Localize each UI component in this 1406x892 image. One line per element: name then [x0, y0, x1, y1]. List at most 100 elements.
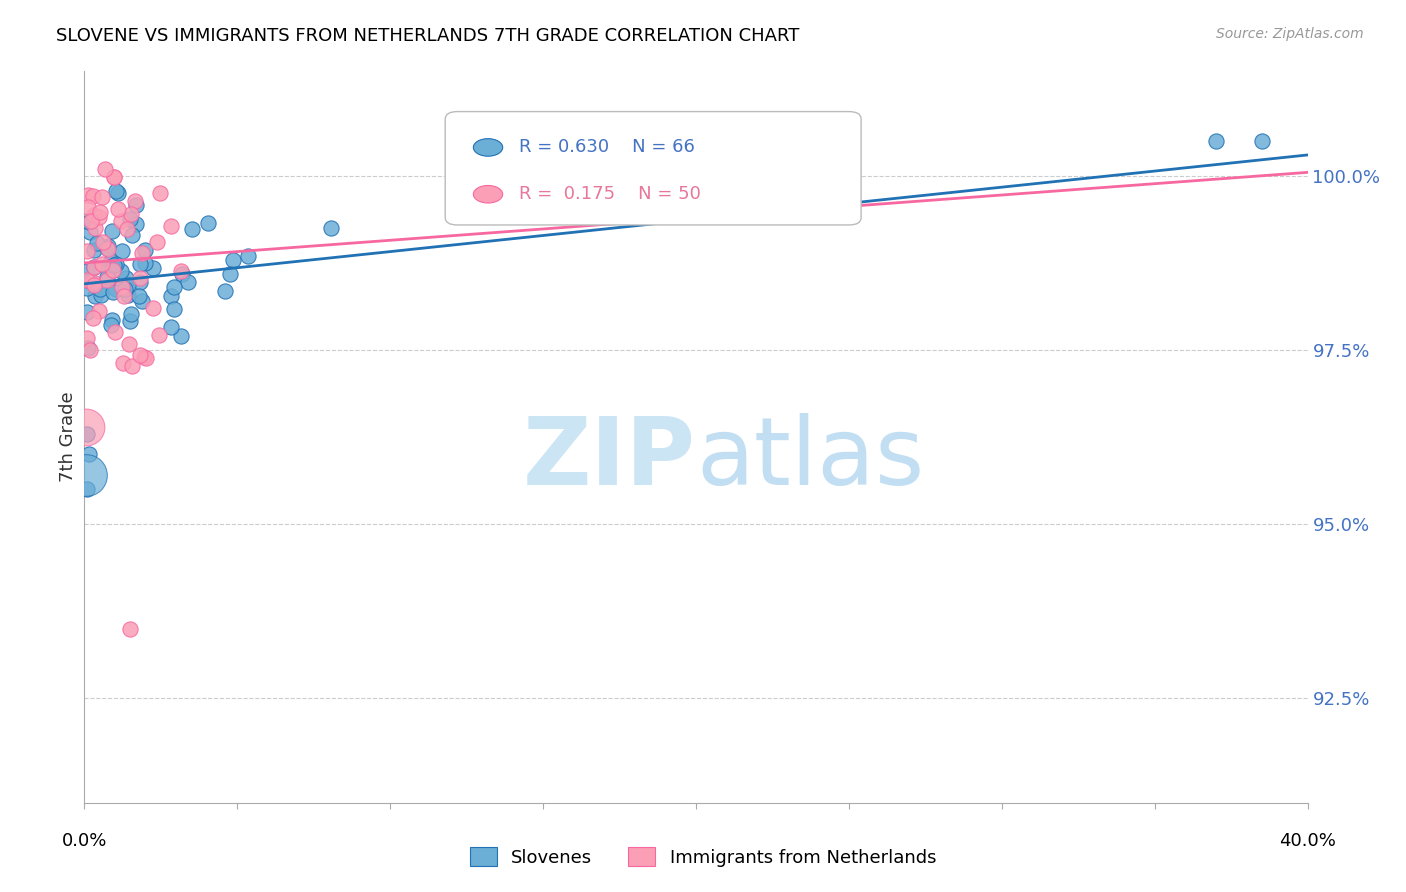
Point	[77, 200, 100, 214]
Point	[90, 258, 112, 272]
Point	[76, 426, 98, 441]
Point	[1250, 134, 1272, 148]
Point	[105, 282, 128, 296]
Point	[103, 169, 125, 184]
Point	[121, 359, 143, 373]
Point	[76, 272, 98, 286]
Point	[118, 211, 141, 226]
Text: 0.0%: 0.0%	[62, 832, 107, 850]
FancyBboxPatch shape	[446, 112, 860, 225]
Point	[120, 207, 142, 221]
Point	[79, 215, 101, 229]
Point	[83, 244, 105, 258]
Point	[77, 448, 100, 462]
Point	[685, 134, 707, 148]
Point	[163, 302, 186, 317]
Text: ZIP: ZIP	[523, 413, 696, 505]
Point	[82, 310, 104, 325]
Point	[159, 289, 181, 303]
Point	[76, 483, 98, 497]
Point	[83, 260, 105, 275]
Point	[114, 282, 136, 296]
Point	[319, 220, 342, 235]
Point	[128, 289, 150, 303]
Point	[76, 264, 98, 278]
Point	[77, 341, 100, 355]
Point	[115, 222, 138, 236]
Point	[104, 257, 127, 271]
Y-axis label: 7th Grade: 7th Grade	[59, 392, 77, 483]
Point	[89, 303, 111, 318]
Point	[76, 305, 98, 319]
Point	[104, 184, 127, 198]
Point	[89, 283, 111, 297]
Point	[124, 194, 146, 208]
Legend: Slovenes, Immigrants from Netherlands: Slovenes, Immigrants from Netherlands	[463, 840, 943, 874]
Point	[96, 269, 118, 284]
Point	[101, 313, 124, 327]
Text: Source: ZipAtlas.com: Source: ZipAtlas.com	[1216, 27, 1364, 41]
Point	[112, 289, 135, 303]
Point	[103, 263, 125, 277]
Point	[79, 274, 101, 288]
Point	[76, 244, 98, 259]
Point	[97, 260, 120, 274]
Point	[100, 254, 122, 268]
Point	[100, 318, 122, 332]
Point	[134, 244, 156, 258]
Point	[131, 294, 153, 309]
Text: SLOVENE VS IMMIGRANTS FROM NETHERLANDS 7TH GRADE CORRELATION CHART: SLOVENE VS IMMIGRANTS FROM NETHERLANDS 7…	[56, 27, 800, 45]
Point	[135, 351, 157, 366]
Point	[93, 161, 115, 176]
Point	[83, 260, 105, 275]
Point	[148, 327, 170, 342]
Point	[132, 350, 155, 364]
Point	[129, 348, 152, 362]
Point	[76, 331, 98, 345]
Point	[129, 257, 152, 271]
Point	[107, 202, 129, 217]
Point	[84, 220, 107, 235]
Point	[238, 249, 260, 263]
Point	[160, 219, 183, 234]
Point	[77, 188, 100, 202]
Point	[97, 238, 120, 252]
Point	[111, 279, 134, 293]
Point	[170, 328, 193, 343]
Circle shape	[474, 138, 503, 156]
Point	[181, 222, 204, 236]
Point	[124, 198, 146, 212]
Point	[117, 288, 139, 302]
Point	[120, 314, 142, 328]
Point	[111, 356, 134, 370]
Text: 40.0%: 40.0%	[1279, 832, 1336, 850]
Point	[90, 288, 112, 302]
Point	[104, 325, 127, 339]
Point	[134, 256, 156, 270]
Point	[82, 189, 104, 203]
Point	[84, 289, 107, 303]
Point	[75, 419, 97, 434]
Point	[1205, 134, 1227, 148]
Point	[120, 622, 142, 636]
Point	[103, 259, 125, 273]
Point	[83, 208, 105, 222]
Point	[103, 169, 125, 184]
Point	[177, 276, 200, 290]
Point	[118, 337, 141, 351]
Point	[103, 285, 125, 300]
Point	[86, 236, 108, 251]
Point	[82, 275, 104, 289]
Text: atlas: atlas	[696, 413, 924, 505]
Text: R = 0.630    N = 66: R = 0.630 N = 66	[519, 138, 695, 156]
Point	[121, 307, 143, 321]
Point	[79, 343, 101, 357]
Point	[131, 246, 153, 260]
Point	[149, 186, 172, 201]
Point	[170, 267, 193, 281]
Point	[89, 205, 111, 219]
Point	[75, 468, 97, 483]
Point	[117, 278, 139, 293]
Point	[90, 190, 112, 204]
Point	[222, 253, 245, 268]
